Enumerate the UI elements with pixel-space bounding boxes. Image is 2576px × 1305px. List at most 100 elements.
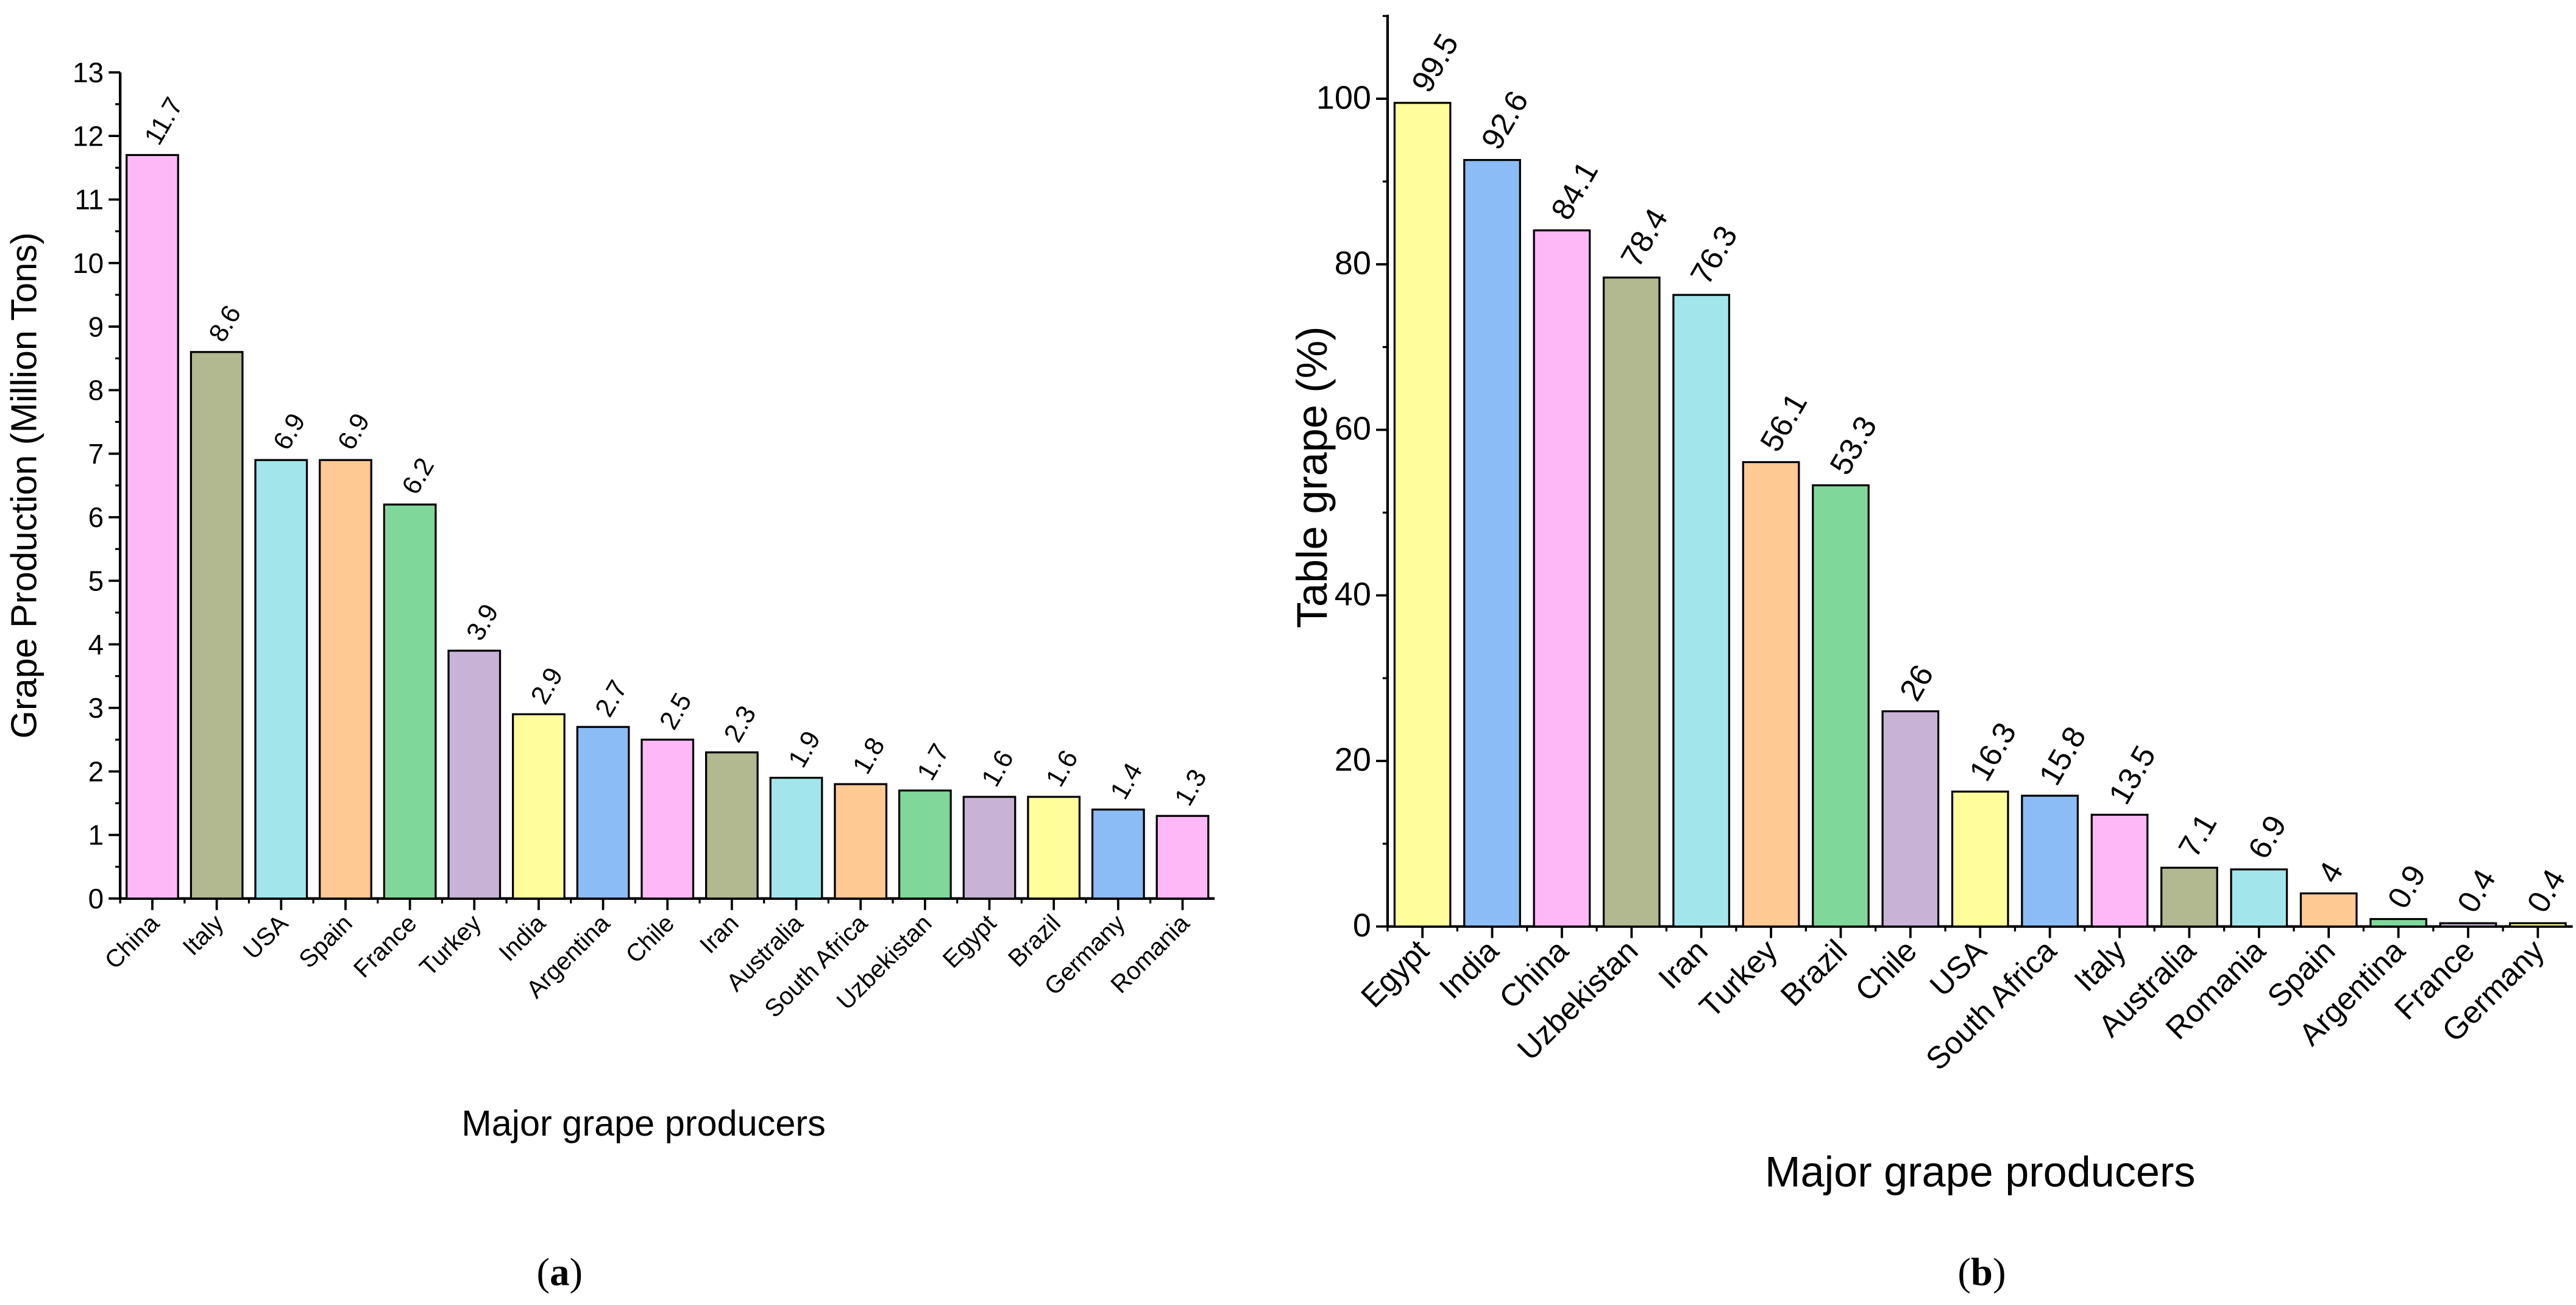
value-label: 3.9 <box>461 599 505 646</box>
y-tick-label: 40 <box>1335 576 1371 612</box>
chart-a: Grape Production (Million Tons) Major gr… <box>3 57 1215 1295</box>
panel-caption-a: (a) <box>537 1251 583 1295</box>
value-label: 0.4 <box>2520 863 2572 918</box>
x-tick-label: Italy <box>177 908 229 961</box>
y-tick-label: 9 <box>88 311 104 342</box>
value-label: 1.7 <box>912 739 956 785</box>
bar-iran <box>1672 294 1731 928</box>
x-tick-label: Egypt <box>1354 933 1435 1014</box>
y-tick-label: 10 <box>73 247 104 279</box>
x-tick-label: China <box>99 909 165 975</box>
panel-letter-b: b <box>1971 1251 1993 1295</box>
value-label: 11.7 <box>139 93 189 150</box>
bar-spain <box>2299 892 2358 928</box>
value-label: 1.3 <box>1169 765 1213 811</box>
value-label: 53.3 <box>1823 411 1883 481</box>
bar-romania <box>2230 868 2288 928</box>
bar-south-africa <box>834 783 888 900</box>
bar-india <box>1463 158 1521 928</box>
value-label: 6.9 <box>268 409 311 455</box>
value-label: 16.3 <box>1962 716 2023 787</box>
bar-spain <box>319 459 372 900</box>
value-label: 15.8 <box>2032 721 2093 791</box>
value-label: 7.1 <box>2171 808 2223 863</box>
y-tick-label: 11 <box>75 184 104 216</box>
y-tick-label: 3 <box>88 692 104 724</box>
x-axis-label-b: Major grape producers <box>1765 1148 2195 1196</box>
bar-germany <box>2509 922 2567 928</box>
value-label: 6.2 <box>397 453 441 500</box>
y-tick-label: 1 <box>88 819 104 851</box>
bar-brazil <box>1027 796 1081 900</box>
bar-south-africa <box>2021 794 2079 928</box>
value-label: 99.5 <box>1405 28 1465 98</box>
value-label: 13.5 <box>2102 740 2162 810</box>
bar-australia <box>769 777 823 900</box>
value-label: 84.1 <box>1544 155 1605 225</box>
y-tick-label: 60 <box>1335 411 1371 447</box>
bar-brazil <box>1812 484 1870 928</box>
value-label: 92.6 <box>1474 85 1535 155</box>
bar-iran <box>705 751 759 900</box>
x-tick-label: Chile <box>1848 933 1923 1008</box>
x-tick-label: Egypt <box>937 909 1002 974</box>
y-tick-label: 5 <box>88 565 104 596</box>
bar-turkey <box>1742 461 1800 928</box>
y-tick-label: 0 <box>1353 907 1371 944</box>
bar-chile <box>1881 710 1940 928</box>
value-label: 1.6 <box>976 745 1020 791</box>
value-label: 0.4 <box>2450 863 2502 918</box>
value-label: 56.1 <box>1753 387 1814 458</box>
bar-uzbekistan <box>1602 276 1661 928</box>
bar-uzbekistan <box>898 789 952 900</box>
bar-egypt <box>962 796 1017 900</box>
value-label: 2.7 <box>589 676 633 722</box>
x-tick-label: Iran <box>1652 933 1714 996</box>
bar-turkey <box>447 649 502 900</box>
y-tick-label: 0 <box>88 883 104 914</box>
x-tick-label: India <box>493 909 551 967</box>
value-label: 26 <box>1893 659 1940 707</box>
x-tick-label: France <box>348 909 422 983</box>
value-label: 2.3 <box>719 701 762 747</box>
x-tick-label: Iran <box>694 909 744 959</box>
bar-france <box>383 503 437 900</box>
value-label: 6.9 <box>332 409 376 455</box>
value-label: 76.3 <box>1684 220 1744 290</box>
y-axis-label-a: Grape Production (Million Tons) <box>3 232 44 738</box>
bar-china <box>1533 229 1591 928</box>
value-label: 6.9 <box>2241 810 2293 865</box>
y-tick-label: 4 <box>88 629 104 660</box>
panel-caption-b: (b) <box>1957 1251 2006 1295</box>
y-tick-label: 80 <box>1335 245 1371 281</box>
bar-usa <box>1951 790 2009 928</box>
y-tick-label: 12 <box>73 120 104 152</box>
value-label: 1.8 <box>847 733 891 779</box>
bar-argentina <box>576 726 630 900</box>
y-tick-label: 2 <box>88 755 104 787</box>
bar-india <box>512 713 566 900</box>
value-label: 78.4 <box>1614 203 1674 273</box>
bar-china <box>126 154 179 900</box>
value-label: 2.5 <box>654 688 698 735</box>
y-tick-label: 6 <box>88 501 104 533</box>
y-tick-label: 100 <box>1316 79 1371 116</box>
x-tick-label: USA <box>238 909 293 964</box>
y-tick-label: 7 <box>88 438 104 470</box>
bar-usa <box>254 459 308 900</box>
y-tick-label: 8 <box>88 375 104 406</box>
x-tick-label: India <box>1433 933 1505 1005</box>
x-axis-label-a: Major grape producers <box>461 1103 826 1144</box>
bar-romania <box>1155 815 1210 900</box>
bar-australia <box>2160 866 2218 928</box>
x-tick-label: Turkey <box>414 908 487 981</box>
panel-letter-a: a <box>550 1251 569 1295</box>
x-tick-label: Brazil <box>1774 933 1854 1013</box>
bar-italy <box>2090 813 2149 928</box>
bar-italy <box>190 351 244 900</box>
x-tick-label: South Africa <box>1919 933 2063 1077</box>
y-axis-label-b: Table grape (%) <box>1288 326 1336 628</box>
value-label: 1.6 <box>1040 745 1084 791</box>
bar-france <box>2439 922 2497 928</box>
value-label: 1.9 <box>782 726 826 773</box>
